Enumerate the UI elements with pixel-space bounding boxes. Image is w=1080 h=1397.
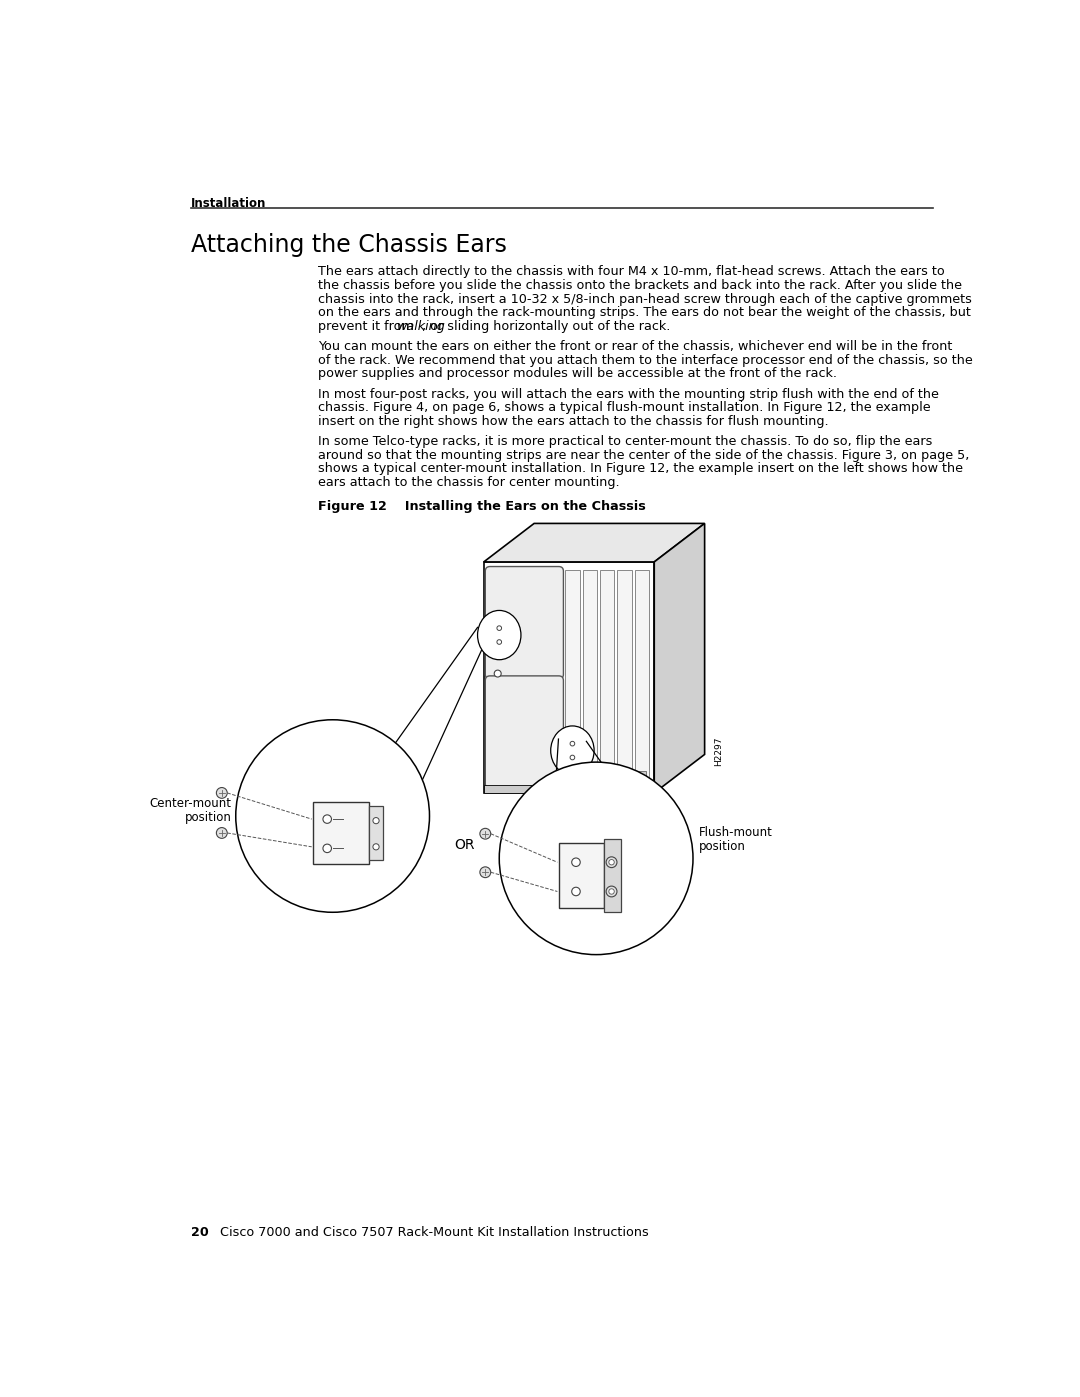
Polygon shape (603, 771, 611, 785)
Text: In most four-post racks, you will attach the ears with the mounting strip flush : In most four-post racks, you will attach… (318, 387, 939, 401)
Circle shape (495, 636, 501, 643)
Text: shows a typical center-mount installation. In Figure 12, the example insert on t: shows a typical center-mount installatio… (318, 462, 963, 475)
Circle shape (606, 886, 617, 897)
Circle shape (609, 859, 615, 865)
Text: Figure 12    Installing the Ears on the Chassis: Figure 12 Installing the Ears on the Cha… (318, 500, 646, 513)
Polygon shape (559, 842, 604, 908)
Ellipse shape (551, 726, 594, 775)
Circle shape (323, 844, 332, 852)
Circle shape (571, 887, 580, 895)
Text: 20: 20 (191, 1227, 208, 1239)
Circle shape (497, 640, 501, 644)
Text: Flush-mount: Flush-mount (699, 826, 773, 840)
Text: on the ears and through the rack-mounting strips. The ears do not bear the weigh: on the ears and through the rack-mountin… (318, 306, 971, 319)
Text: prevent it from: prevent it from (318, 320, 418, 332)
Polygon shape (654, 524, 704, 793)
Polygon shape (637, 771, 646, 785)
Circle shape (499, 763, 693, 954)
Text: H2297: H2297 (714, 736, 723, 766)
Circle shape (480, 868, 490, 877)
Text: Attaching the Chassis Ears: Attaching the Chassis Ears (191, 233, 507, 257)
Text: Cisco 7000 and Cisco 7507 Rack-Mount Kit Installation Instructions: Cisco 7000 and Cisco 7507 Rack-Mount Kit… (220, 1227, 649, 1239)
Circle shape (323, 814, 332, 823)
FancyBboxPatch shape (485, 676, 564, 788)
Text: OR: OR (454, 838, 474, 852)
Text: In some Telco-type racks, it is more practical to center-mount the chassis. To d: In some Telco-type racks, it is more pra… (318, 434, 932, 448)
Circle shape (570, 742, 575, 746)
Polygon shape (585, 771, 594, 785)
Circle shape (480, 828, 490, 840)
Ellipse shape (477, 610, 521, 659)
Circle shape (216, 827, 227, 838)
Circle shape (606, 856, 617, 868)
Text: around so that the mounting strips are near the center of the side of the chassi: around so that the mounting strips are n… (318, 448, 969, 462)
Text: Installation: Installation (191, 197, 266, 210)
Text: You can mount the ears on either the front or rear of the chassis, whichever end: You can mount the ears on either the fro… (318, 339, 953, 353)
Polygon shape (484, 562, 654, 793)
Circle shape (373, 817, 379, 824)
Polygon shape (604, 840, 621, 912)
Text: position: position (185, 810, 232, 824)
Circle shape (609, 888, 615, 894)
Text: of the rack. We recommend that you attach them to the interface processor end of: of the rack. We recommend that you attac… (318, 353, 973, 366)
Text: The ears attach directly to the chassis with four M4 x 10-mm, flat-head screws. : The ears attach directly to the chassis … (318, 265, 945, 278)
Circle shape (570, 756, 575, 760)
Circle shape (497, 626, 501, 630)
Polygon shape (600, 570, 615, 785)
Polygon shape (484, 524, 704, 562)
Text: power supplies and processor modules will be accessible at the front of the rack: power supplies and processor modules wil… (318, 367, 837, 380)
Text: , or sliding horizontally out of the rack.: , or sliding horizontally out of the rac… (422, 320, 671, 332)
Polygon shape (566, 570, 580, 785)
FancyBboxPatch shape (485, 567, 564, 679)
Circle shape (373, 844, 379, 849)
Circle shape (235, 719, 430, 912)
Text: chassis. Figure 4, on page 6, shows a typical flush-mount installation. In Figur: chassis. Figure 4, on page 6, shows a ty… (318, 401, 931, 414)
Circle shape (216, 788, 227, 798)
Polygon shape (618, 570, 632, 785)
Polygon shape (484, 785, 654, 793)
Text: ears attach to the chassis for center mounting.: ears attach to the chassis for center mo… (318, 476, 620, 489)
Text: walking: walking (397, 320, 446, 332)
Polygon shape (369, 806, 383, 861)
Polygon shape (635, 570, 649, 785)
Text: Center-mount: Center-mount (150, 796, 232, 810)
Text: position: position (699, 840, 746, 854)
Polygon shape (313, 802, 369, 863)
Circle shape (495, 671, 501, 678)
Text: chassis into the rack, insert a 10-32 x 5/8-inch pan-head screw through each of : chassis into the rack, insert a 10-32 x … (318, 292, 972, 306)
Circle shape (571, 858, 580, 866)
Polygon shape (583, 570, 597, 785)
Polygon shape (568, 771, 577, 785)
Text: insert on the right shows how the ears attach to the chassis for flush mounting.: insert on the right shows how the ears a… (318, 415, 828, 427)
Polygon shape (620, 771, 629, 785)
Text: the chassis before you slide the chassis onto the brackets and back into the rac: the chassis before you slide the chassis… (318, 279, 962, 292)
